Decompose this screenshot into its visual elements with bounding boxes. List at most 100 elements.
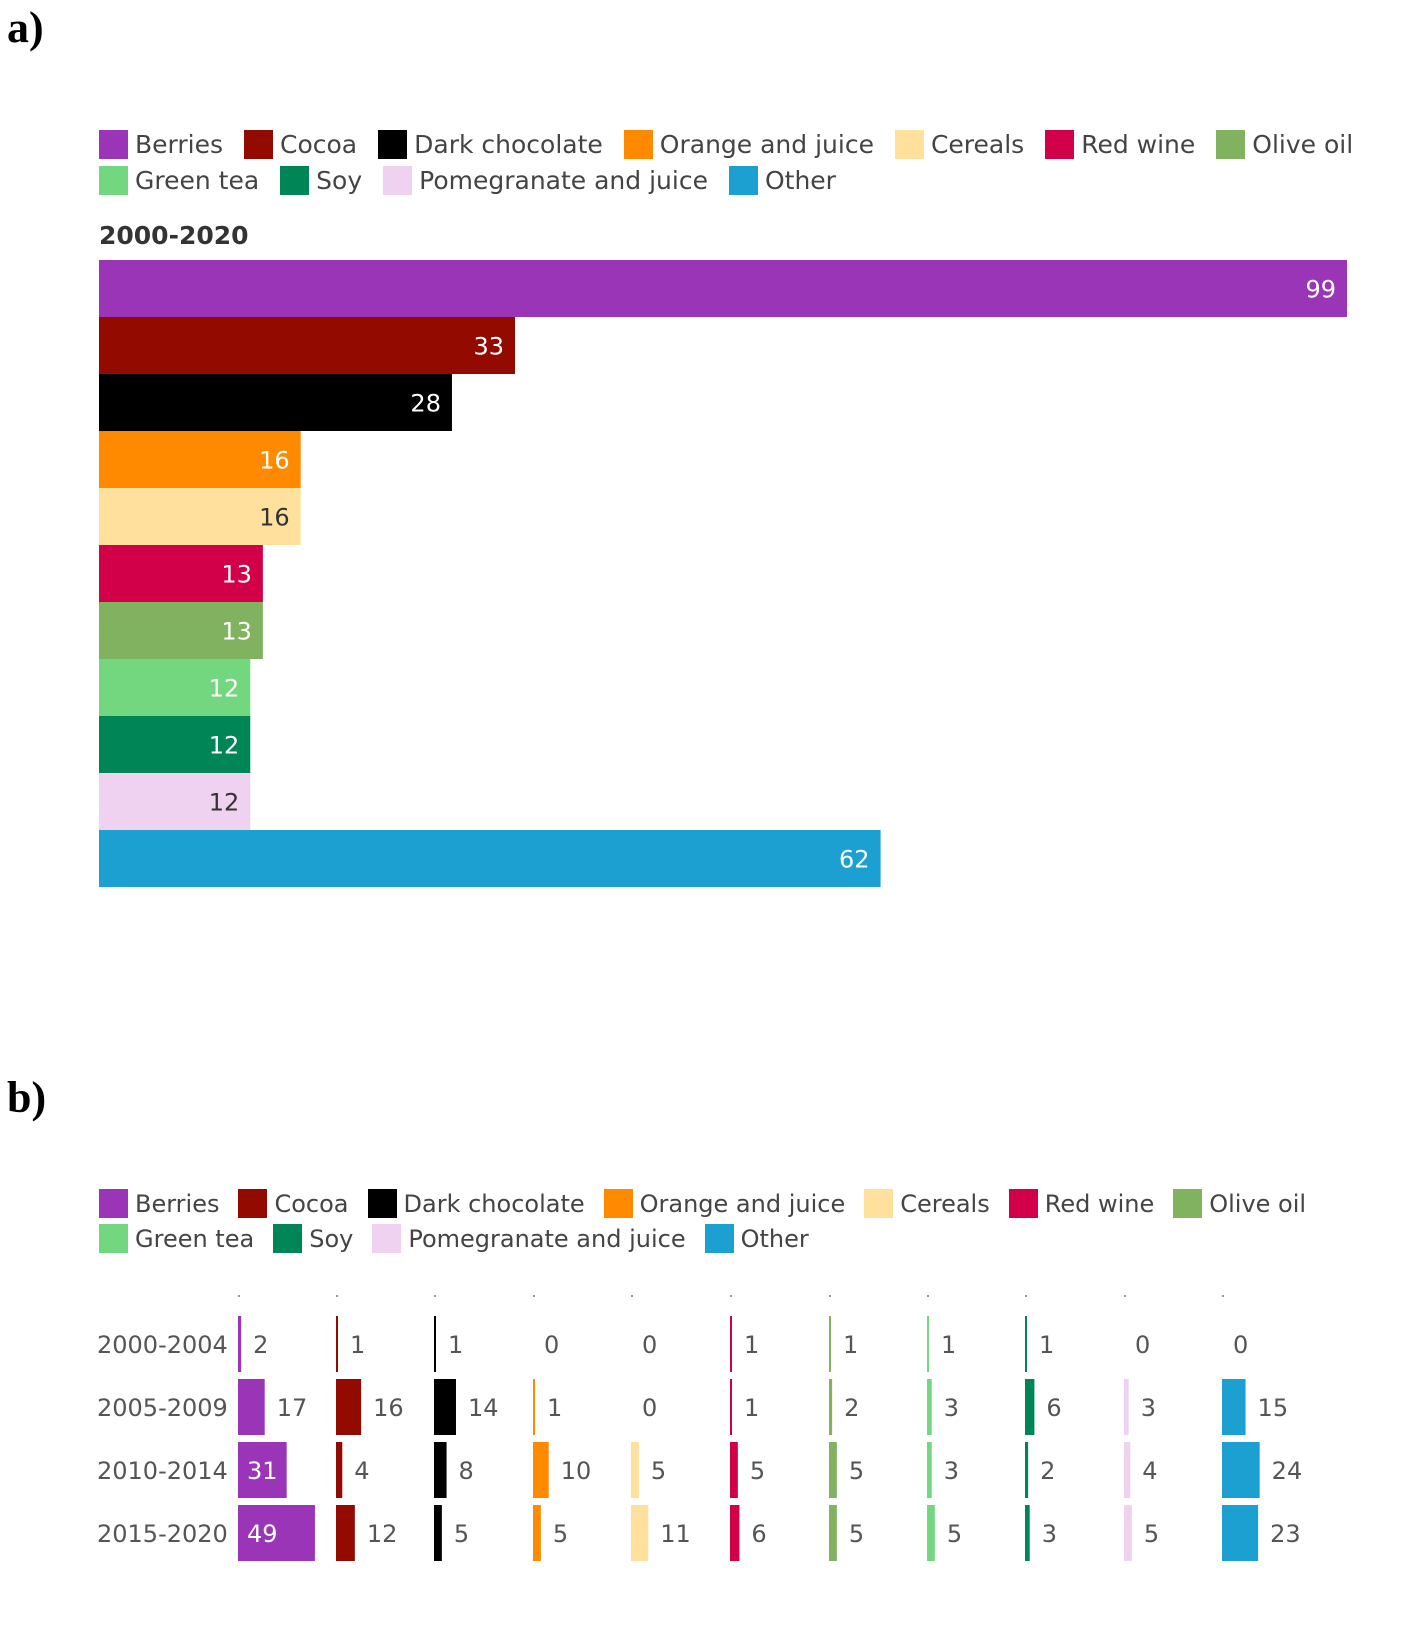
- cell-value-label: 4: [1142, 1457, 1157, 1485]
- cell-value-label: 2: [1040, 1457, 1055, 1485]
- legend-swatch: [238, 1189, 268, 1218]
- legend-label: Red wine: [1044, 1189, 1155, 1218]
- legend-item-dark-chocolate: Dark chocolate: [367, 1189, 585, 1218]
- panel-a-label: a): [7, 3, 44, 52]
- legend-label: Dark chocolate: [403, 1189, 585, 1218]
- cell-bar-other: [1222, 1379, 1246, 1435]
- cell-value-label: 1: [744, 1331, 759, 1359]
- cell-bar-other: [1222, 1442, 1260, 1498]
- legend-label: Green tea: [135, 165, 260, 195]
- legend-item-cereals: Cereals: [894, 129, 1024, 159]
- cell-bar-olive-oil: [829, 1505, 837, 1561]
- cell-value-label: 4: [354, 1457, 369, 1485]
- cell-value-label: 14: [468, 1394, 499, 1422]
- legend-swatch: [372, 1224, 402, 1253]
- cell-value-label: 0: [642, 1394, 657, 1422]
- legend-swatch: [1173, 1189, 1203, 1218]
- cell-value-label: 11: [660, 1520, 691, 1548]
- cell-bar-orange-and-juice: [533, 1505, 541, 1561]
- cell-bar-berries: [238, 1316, 242, 1372]
- bar-value-label: 33: [473, 333, 504, 361]
- cell-value-label: 8: [459, 1457, 474, 1485]
- cell-bar-soy: [1025, 1505, 1030, 1561]
- cell-value-label: 3: [944, 1457, 959, 1485]
- chart-title: 2000-2020: [99, 221, 249, 250]
- period-label: 2005-2009: [97, 1394, 228, 1422]
- cell-value-label: 1: [843, 1331, 858, 1359]
- column-marker: [927, 1295, 929, 1297]
- legend-swatch: [704, 1224, 734, 1253]
- legend-item-orange-and-juice: Orange and juice: [603, 1189, 846, 1218]
- period-label: 2015-2020: [97, 1520, 228, 1548]
- legend-label: Orange and juice: [639, 1189, 846, 1218]
- cell-bar-olive-oil: [829, 1379, 833, 1435]
- legend-label: Cocoa: [280, 129, 358, 159]
- legend-label: Dark chocolate: [414, 129, 603, 159]
- legend-swatch: [99, 129, 128, 159]
- legend-swatch: [864, 1189, 894, 1218]
- column-marker: [336, 1295, 338, 1297]
- legend-label: Pomegranate and juice: [408, 1224, 686, 1253]
- legend-swatch: [623, 129, 653, 159]
- cell-bar-orange-and-juice: [533, 1442, 549, 1498]
- legend-item-cocoa: Cocoa: [238, 1189, 349, 1218]
- legend-swatch: [728, 165, 758, 195]
- legend-item-olive-oil: Olive oil: [1216, 129, 1354, 159]
- bar-olive-oil: [99, 602, 263, 659]
- cell-bar-soy: [1025, 1442, 1029, 1498]
- cell-bar-olive-oil: [829, 1316, 831, 1372]
- bar-pomegranate-and-juice: [99, 773, 251, 830]
- cell-bar-berries: [238, 1505, 315, 1561]
- legend-label: Cereals: [900, 1189, 990, 1218]
- column-marker: [533, 1295, 535, 1297]
- cell-value-label: 0: [642, 1331, 657, 1359]
- legend-item-pomegranate-and-juice: Pomegranate and juice: [383, 165, 708, 195]
- legend-swatch: [603, 1189, 633, 1218]
- cell-bar-berries: [238, 1379, 265, 1435]
- cell-value-label: 2: [253, 1331, 268, 1359]
- bar-value-label: 62: [839, 846, 870, 874]
- cell-value-label: 5: [849, 1457, 864, 1485]
- legend-item-dark-chocolate: Dark chocolate: [378, 129, 603, 159]
- bar-value-label: 99: [1305, 276, 1336, 304]
- legend-item-orange-and-juice: Orange and juice: [623, 129, 874, 159]
- cell-value-label: 1: [941, 1331, 956, 1359]
- legend-swatch: [99, 165, 128, 195]
- legend-b: Berries Cocoa Dark chocolate Orange and jui…: [99, 1186, 1389, 1256]
- cell-bar-pomegranate-and-juice: [1124, 1505, 1132, 1561]
- column-marker: [1124, 1295, 1126, 1297]
- bar-value-label: 16: [259, 447, 290, 475]
- legend-swatch: [1008, 1189, 1038, 1218]
- panel-b-label: b): [7, 1073, 47, 1122]
- legend-swatch: [367, 1189, 397, 1218]
- legend-item-pomegranate-and-juice: Pomegranate and juice: [372, 1224, 686, 1253]
- legend-label: Olive oil: [1252, 129, 1354, 159]
- cell-bar-berries: [238, 1442, 287, 1498]
- legend-label: Berries: [135, 1189, 220, 1218]
- cell-value-label: 3: [1042, 1520, 1057, 1548]
- cell-value-label: 5: [651, 1457, 666, 1485]
- legend-item-berries: Berries: [99, 1189, 219, 1218]
- cell-bar-cocoa: [336, 1505, 355, 1561]
- cell-bar-red-wine: [730, 1379, 732, 1435]
- cell-value-label: 0: [1233, 1331, 1248, 1359]
- bar-value-label: 12: [209, 675, 240, 703]
- bar-value-label: 16: [259, 504, 290, 532]
- legend-label: Green tea: [135, 1224, 255, 1253]
- cell-value-label: 6: [1046, 1394, 1061, 1422]
- cell-value-label: 6: [751, 1520, 766, 1548]
- cell-value-label: 31: [247, 1457, 278, 1485]
- cell-bar-red-wine: [730, 1505, 740, 1561]
- chart-a: 2000-2020 99 33 28 16 16 13 13 12 12 12 62: [99, 221, 1347, 887]
- cell-bar-other: [1222, 1505, 1259, 1561]
- cell-value-label: 2: [844, 1394, 859, 1422]
- cell-value-label: 24: [1272, 1457, 1303, 1485]
- legend-a: Berries Cocoa Dark chocolate Orange and jui…: [99, 126, 1389, 198]
- bar-value-label: 12: [209, 732, 240, 760]
- cell-bar-pomegranate-and-juice: [1124, 1442, 1131, 1498]
- column-marker: [730, 1295, 732, 1297]
- legend-label: Orange and juice: [659, 129, 874, 159]
- cell-bar-dark-chocolate: [434, 1505, 442, 1561]
- cell-value-label: 12: [367, 1520, 398, 1548]
- period-label: 2000-2004: [97, 1331, 228, 1359]
